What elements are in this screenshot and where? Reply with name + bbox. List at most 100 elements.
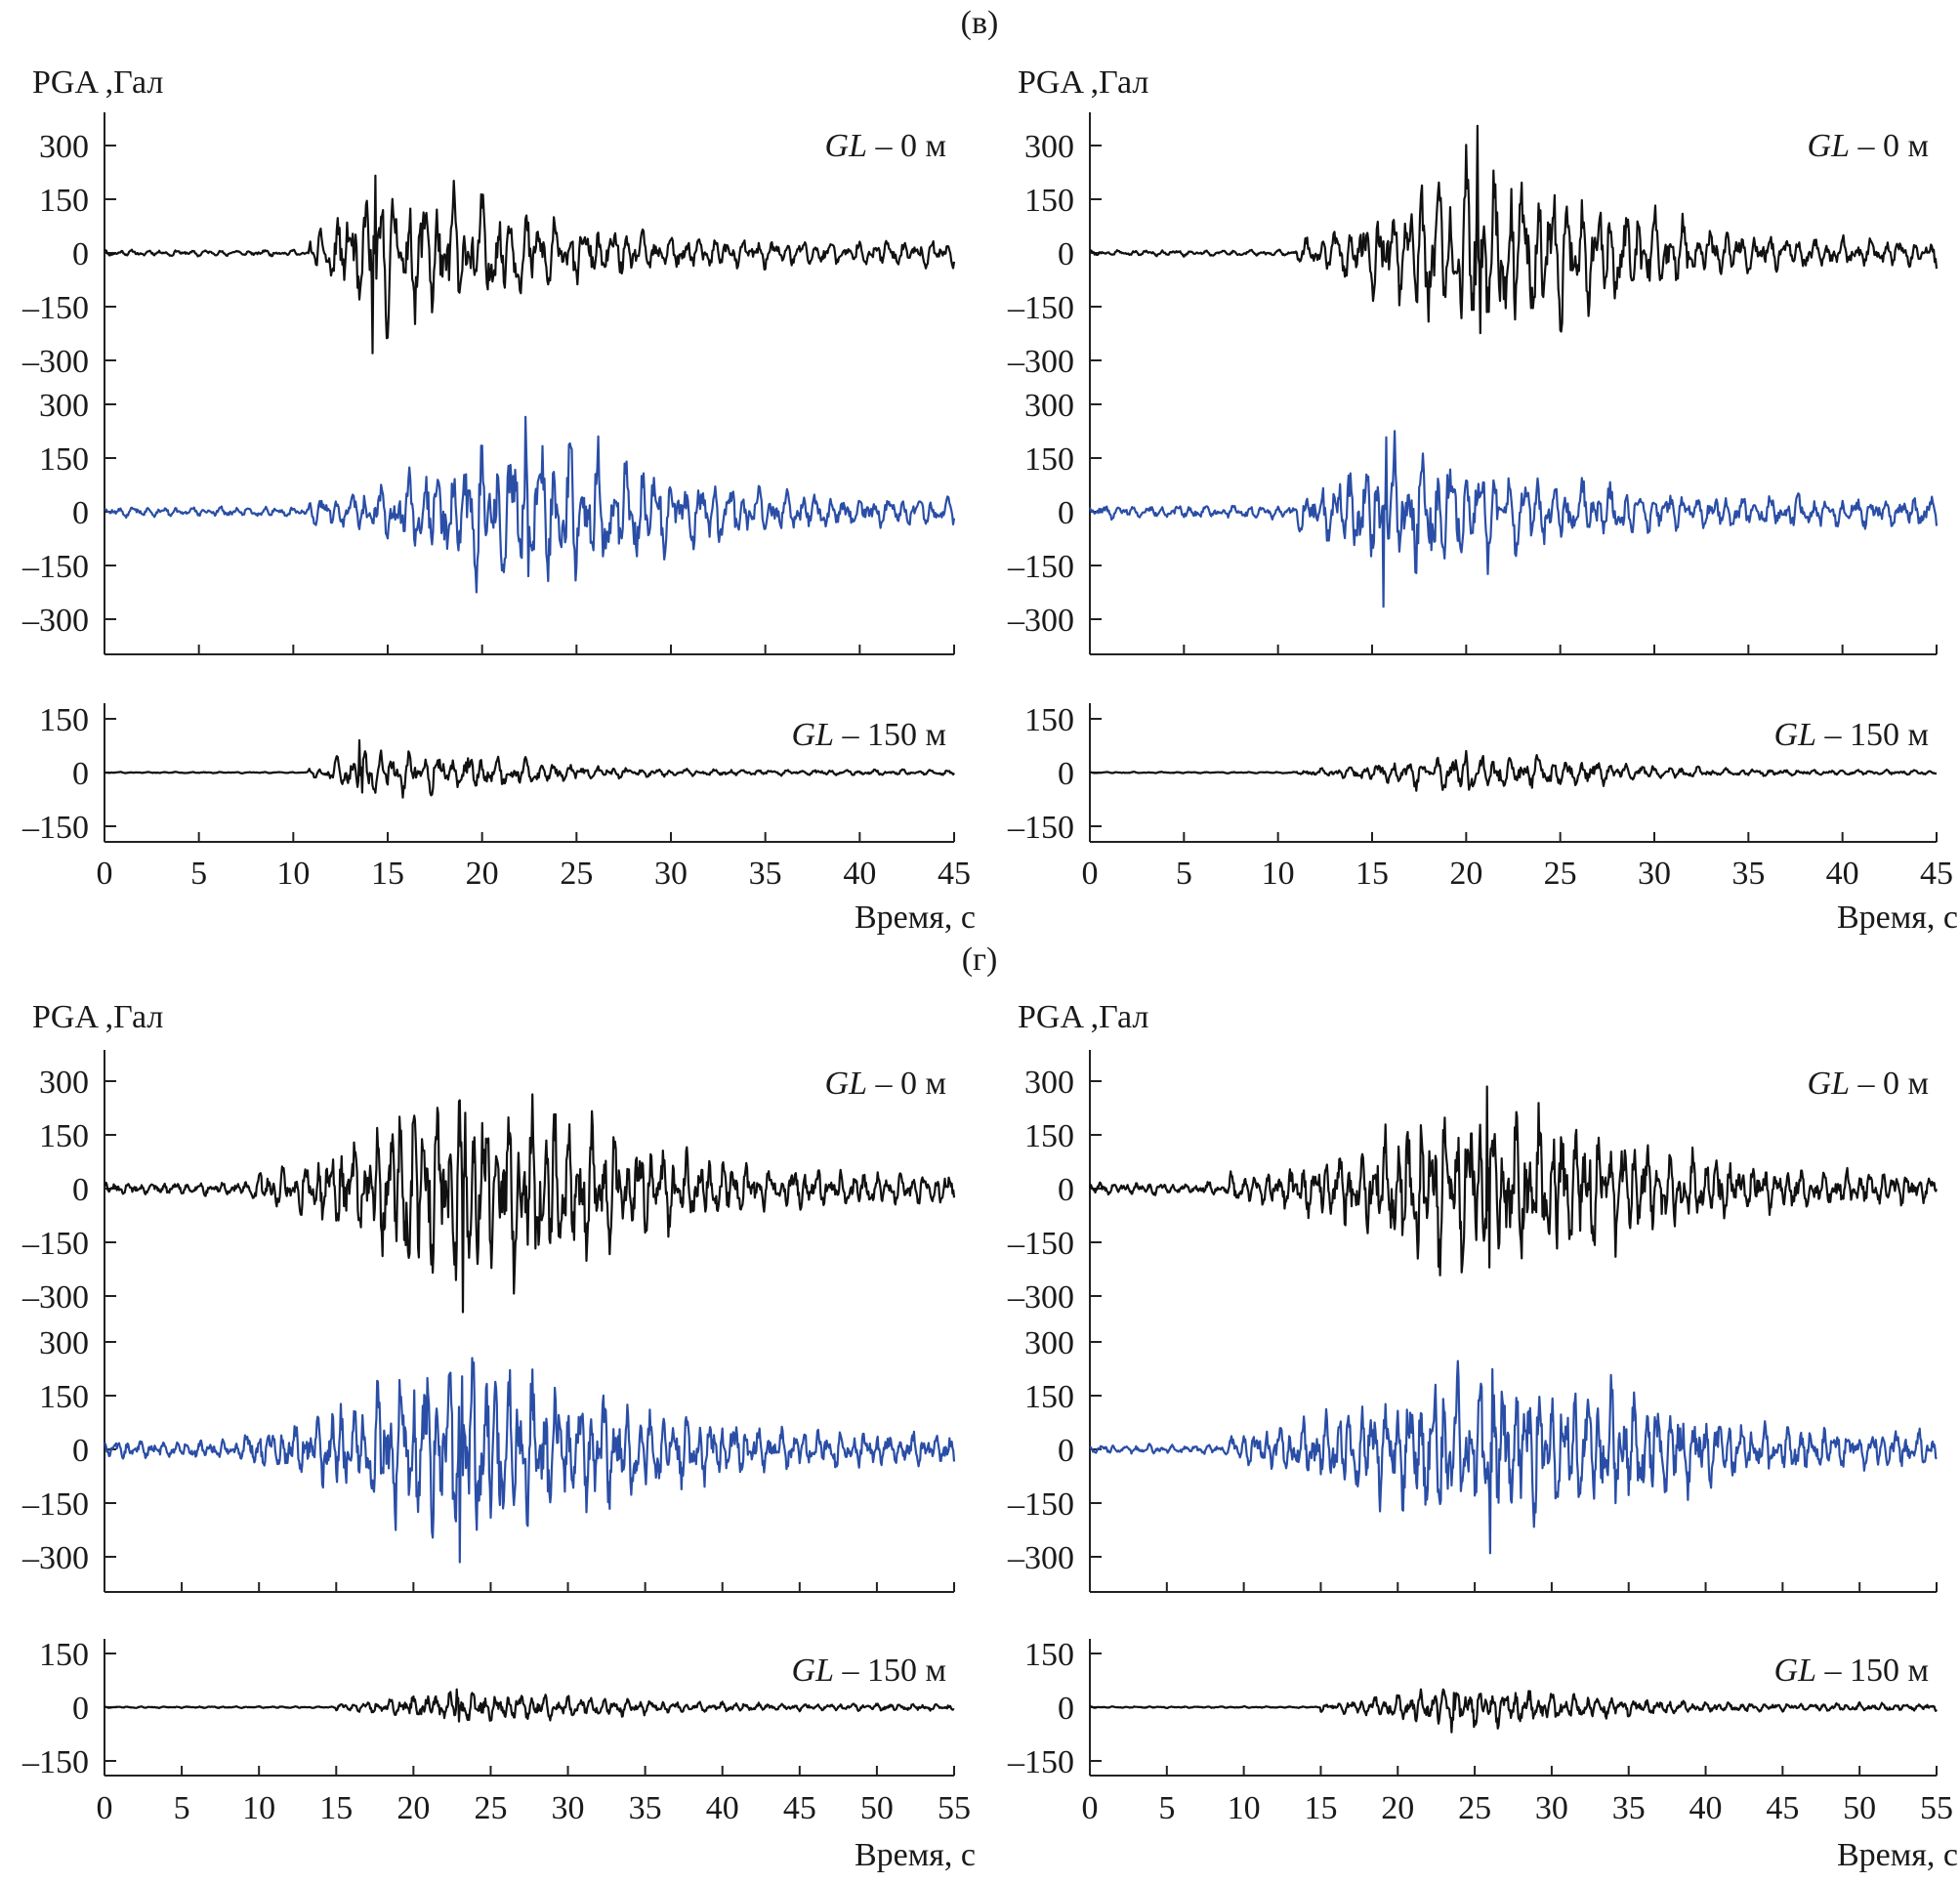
x-tick-label: 35 (749, 856, 782, 892)
upper-y-tick-label: –300 (21, 603, 89, 639)
upper-y-tick-label: 300 (1024, 129, 1074, 165)
x-tick-label: 20 (1381, 1790, 1414, 1826)
x-tick-label: 55 (1920, 1790, 1953, 1826)
upper-y-tick-label: –150 (21, 549, 89, 585)
upper-y-tick-label: 300 (39, 388, 89, 424)
upper-y-tick-label: –150 (1007, 1486, 1074, 1523)
trace-lower-0 (104, 1688, 955, 1723)
x-tick-label: 40 (1689, 1790, 1723, 1826)
upper-y-tick-label: –150 (1007, 1226, 1074, 1262)
x-tick-label: 25 (1544, 856, 1577, 892)
upper-y-tick-label: –150 (21, 1226, 89, 1262)
upper-y-tick-label: –300 (1007, 603, 1074, 639)
gl-0-label: GL – 0 м (825, 128, 946, 164)
upper-y-tick-label: 150 (39, 1379, 89, 1415)
chart-panel-1: PGA ,Гал3001500–150–3003001500–150–300GL… (1007, 64, 1958, 936)
section-label-v: (в) (961, 5, 999, 41)
upper-y-tick-label: 300 (1024, 1065, 1074, 1101)
x-tick-label: 10 (1228, 1790, 1261, 1826)
x-tick-label: 50 (860, 1790, 894, 1826)
trace-upper-0 (1089, 124, 1939, 335)
x-tick-label: 0 (97, 856, 113, 892)
lower-y-tick-label: 150 (1024, 702, 1074, 738)
upper-y-tick-label: –300 (1007, 344, 1074, 380)
x-tick-label: 45 (1920, 856, 1953, 892)
gl-150-label: GL – 150 м (792, 717, 946, 753)
upper-y-tick-label: 300 (39, 1065, 89, 1101)
x-tick-label: 10 (276, 856, 310, 892)
y-axis-label: PGA ,Гал (1018, 999, 1148, 1035)
x-tick-label: 15 (1355, 856, 1389, 892)
trace-upper-1 (104, 1357, 956, 1564)
upper-y-tick-label: –300 (21, 1279, 89, 1316)
upper-y-tick-label: 150 (1024, 1379, 1074, 1415)
upper-y-tick-label: 0 (72, 1172, 89, 1208)
upper-y-tick-label: –150 (21, 290, 89, 326)
trace-upper-1 (104, 415, 956, 594)
trace-upper-0 (103, 1093, 956, 1314)
upper-y-tick-label: 150 (39, 1118, 89, 1154)
x-tick-label: 20 (1449, 856, 1482, 892)
upper-y-tick-label: 150 (1024, 441, 1074, 478)
x-tick-label: 50 (1843, 1790, 1876, 1826)
upper-y-tick-label: 0 (72, 236, 89, 272)
chart-panel-3: PGA ,Гал3001500–150–3003001500–150–300GL… (1007, 999, 1958, 1873)
trace-upper-1 (1088, 430, 1939, 608)
x-tick-label: 0 (1082, 856, 1099, 892)
upper-y-tick-label: 300 (39, 1325, 89, 1361)
lower-y-tick-label: 0 (72, 756, 89, 792)
upper-y-tick-label: 300 (1024, 388, 1074, 424)
x-axis-label: Время, с (1837, 1837, 1958, 1873)
x-tick-label: 40 (1826, 856, 1859, 892)
gl-0-label: GL – 0 м (1808, 1066, 1929, 1102)
lower-y-tick-label: 150 (1024, 1637, 1074, 1673)
y-axis-label: PGA ,Гал (32, 999, 163, 1035)
upper-y-tick-label: –300 (1007, 1279, 1074, 1316)
x-tick-label: 10 (1262, 856, 1295, 892)
x-tick-label: 15 (319, 1790, 353, 1826)
lower-y-tick-label: 0 (1058, 756, 1074, 792)
upper-y-tick-label: –300 (1007, 1540, 1074, 1576)
x-tick-label: 45 (938, 856, 971, 892)
trace-lower-0 (1089, 749, 1938, 792)
lower-y-tick-label: 0 (72, 1691, 89, 1727)
upper-y-tick-label: 0 (1058, 1172, 1074, 1208)
x-axis-label: Время, с (855, 1837, 976, 1873)
upper-y-tick-label: –300 (21, 1540, 89, 1576)
lower-y-tick-label: 150 (39, 1637, 89, 1673)
upper-y-tick-label: 0 (72, 495, 89, 531)
x-tick-label: 15 (1304, 1790, 1337, 1826)
x-tick-label: 20 (396, 1790, 430, 1826)
upper-y-tick-label: 150 (1024, 1118, 1074, 1154)
x-tick-label: 5 (1158, 1790, 1175, 1826)
x-tick-label: 25 (560, 856, 593, 892)
chart-panel-2: PGA ,Гал3001500–150–3003001500–150–300GL… (21, 999, 976, 1873)
x-tick-label: 5 (190, 856, 207, 892)
x-tick-label: 5 (174, 1790, 190, 1826)
x-tick-label: 40 (843, 856, 876, 892)
upper-y-tick-label: –300 (21, 344, 89, 380)
x-tick-label: 5 (1176, 856, 1192, 892)
x-tick-label: 0 (1082, 1790, 1099, 1826)
upper-y-tick-label: 150 (1024, 183, 1074, 219)
upper-y-tick-label: –150 (1007, 549, 1074, 585)
upper-y-tick-label: 0 (1058, 1433, 1074, 1469)
x-tick-label: 20 (466, 856, 499, 892)
x-axis-label: Время, с (855, 900, 976, 936)
upper-y-tick-label: –150 (21, 1486, 89, 1523)
trace-upper-1 (1089, 1360, 1938, 1555)
upper-y-tick-label: 0 (1058, 236, 1074, 272)
gl-150-label: GL – 150 м (1774, 1653, 1929, 1689)
upper-y-tick-label: 0 (1058, 495, 1074, 531)
y-axis-label: PGA ,Гал (1018, 64, 1148, 101)
lower-y-tick-label: 150 (39, 702, 89, 738)
x-tick-label: 25 (1458, 1790, 1491, 1826)
x-tick-label: 35 (1612, 1790, 1646, 1826)
upper-y-tick-label: 300 (1024, 1325, 1074, 1361)
y-axis-label: PGA ,Гал (32, 64, 163, 101)
x-tick-label: 25 (474, 1790, 507, 1826)
lower-y-tick-label: 0 (1058, 1691, 1074, 1727)
x-tick-label: 30 (654, 856, 688, 892)
lower-y-tick-label: –150 (21, 810, 89, 846)
